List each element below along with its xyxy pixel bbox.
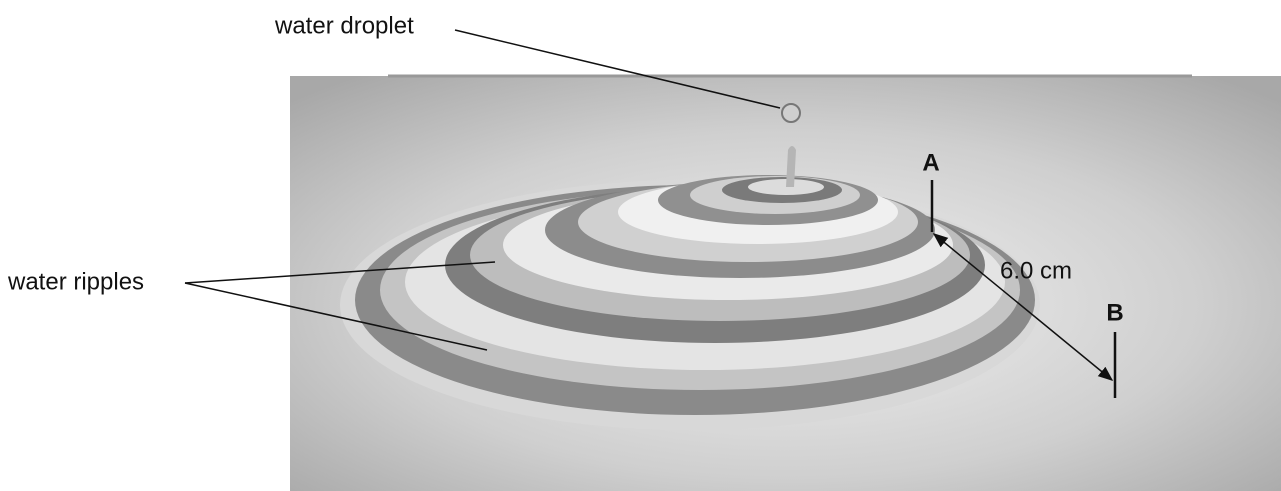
point-b-label: B xyxy=(1106,299,1123,326)
point-a-label: A xyxy=(922,149,939,176)
droplet-label: water droplet xyxy=(274,12,414,39)
distance-label: 6.0 cm xyxy=(1000,257,1072,284)
annotations xyxy=(184,29,1117,398)
ripples-label: water ripples xyxy=(7,268,144,295)
water-surface xyxy=(290,74,1281,491)
